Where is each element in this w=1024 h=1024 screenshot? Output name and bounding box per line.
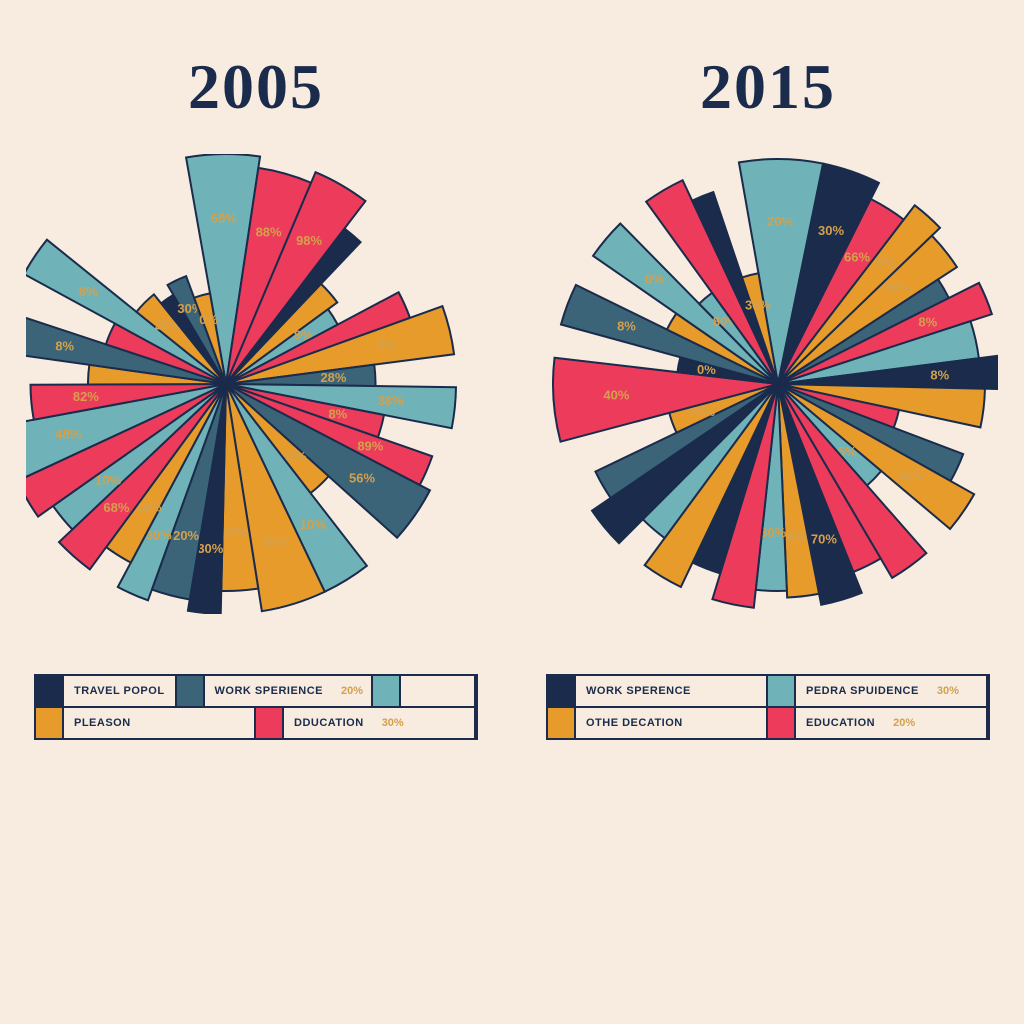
slice-label: 70% (811, 531, 837, 546)
slice-label: 0% (645, 272, 664, 287)
slice-label: 8% (79, 284, 98, 299)
legend-label: PLEASON (64, 717, 141, 729)
slice-label: 86% (885, 280, 911, 295)
legend-swatch (177, 676, 205, 706)
slice-label: 46% (898, 468, 924, 483)
legend-swatch (548, 708, 576, 738)
legend-label: EDUCATION (796, 717, 885, 729)
legend-label: DDUCATION (284, 717, 374, 729)
slice-label: 10% (95, 473, 121, 488)
legend-label: OTHE DECATION (576, 717, 693, 729)
slice-label: 56% (349, 470, 375, 485)
legend-swatch (768, 708, 796, 738)
legend-swatch (36, 708, 64, 738)
slice-label: 8% (617, 319, 636, 334)
slice-label: 82% (73, 389, 99, 404)
slice-label: 8% (328, 406, 347, 421)
legend-item: WORK SPERENCE (548, 676, 768, 706)
chart-container: 2005 68%88%98%8%8%28%38%8%89%56%68%10%30… (0, 0, 1024, 1024)
title-2005: 2005 (188, 50, 324, 124)
slice-label: 66% (844, 250, 870, 265)
legend-swatch (373, 676, 401, 706)
legend-item: DDUCATION30% (256, 708, 476, 738)
panel-2005: 2005 68%88%98%8%8%28%38%8%89%56%68%10%30… (0, 0, 512, 1024)
legend-swatch (768, 676, 796, 706)
slice-label: 89% (357, 439, 383, 454)
slice-label: 30% (197, 541, 223, 556)
legend-value: 30% (374, 717, 412, 729)
legend-item: TRAVEL POPOL (36, 676, 177, 706)
slice-label: 30% (818, 223, 844, 238)
legend-label: TRAVEL POPOL (64, 685, 175, 697)
slice-label: 8% (55, 338, 74, 353)
legend-value: 30% (929, 685, 967, 697)
legend-label: WORK SPERIENCE (205, 685, 333, 697)
slice-label: 10% (300, 517, 326, 532)
legend-item: WORK SPERIENCE20% (177, 676, 374, 706)
slice-label: 38% (378, 393, 404, 408)
legend-item: OTHE DECATION (548, 708, 768, 738)
slice-label: 36% (745, 298, 771, 313)
slice-label: 10% (223, 525, 249, 540)
slice-label: 48% (55, 426, 81, 441)
panel-2015: 2015 20%30%66%0%86%8%8%46%5%70%8%30%20%4… (512, 0, 1024, 1024)
legend-2005: TRAVEL POPOLWORK SPERIENCE20%PLEASONDDUC… (34, 674, 478, 740)
legend-label: PEDRA SPUIDENCE (796, 685, 929, 697)
slice-label: 30% (146, 527, 172, 542)
slice-label: 40% (603, 388, 629, 403)
legend-swatch (548, 676, 576, 706)
legend-item (373, 676, 476, 706)
legend-2015: WORK SPERENCE PEDRA SPUIDENCE30% OTHE DECA… (546, 674, 990, 740)
slice-label: 20% (767, 214, 793, 229)
title-2015: 2015 (700, 50, 836, 124)
legend-swatch (256, 708, 284, 738)
slice-label: 30% (760, 525, 786, 540)
slice-label: 68% (211, 210, 237, 225)
slice-label: 28% (320, 370, 346, 385)
slice-label: 0% (199, 312, 218, 327)
slice-label: 8% (378, 337, 397, 352)
slice-label: 88% (256, 225, 282, 240)
legend-swatch (36, 676, 64, 706)
slice-label: 0% (876, 255, 895, 270)
pie-2005: 68%88%98%8%8%28%38%8%89%56%68%10%30%10%3… (26, 154, 486, 614)
slice-label: 8% (918, 314, 937, 329)
legend-item: PLEASON (36, 708, 256, 738)
legend-item: PEDRA SPUIDENCE30% (768, 676, 988, 706)
pie-2015: 20%30%66%0%86%8%8%46%5%70%8%30%20%40%0%8… (538, 154, 998, 614)
slice-label: 20% (173, 528, 199, 543)
legend-value: 20% (885, 717, 923, 729)
slice-label: 30% (262, 534, 288, 549)
slice-label: 98% (296, 233, 322, 248)
slice-label: 8% (787, 529, 806, 544)
slice-label: 8% (930, 368, 949, 383)
legend-label: WORK SPERENCE (576, 685, 701, 697)
slice-label: 68% (103, 500, 129, 515)
legend-value: 20% (333, 685, 371, 697)
legend-item: EDUCATION20% (768, 708, 988, 738)
